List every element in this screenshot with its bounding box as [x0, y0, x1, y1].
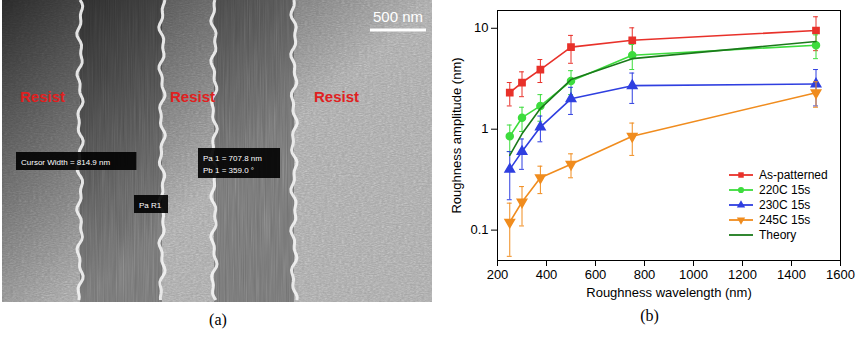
svg-text:Roughness wavelength (nm): Roughness wavelength (nm) [586, 285, 751, 300]
svg-text:800: 800 [634, 267, 656, 282]
svg-text:1200: 1200 [728, 267, 757, 282]
svg-text:1: 1 [481, 121, 488, 136]
html-text:(b): (b) [640, 307, 659, 324]
svg-text:200: 200 [487, 267, 509, 282]
html-text:230C 15s: 230C 15s [759, 197, 811, 212]
html-text:Theory: Theory [759, 227, 797, 242]
svg-text:Pb 1 = 359.0 °: Pb 1 = 359.0 ° [203, 166, 254, 175]
html-text:220C 15s: 220C 15s [759, 182, 811, 197]
svg-text:Resist: Resist [314, 88, 359, 105]
svg-text:600: 600 [585, 267, 607, 282]
svg-text:10: 10 [474, 20, 488, 35]
svg-text:Resist: Resist [170, 88, 215, 105]
svg-text:Resist: Resist [20, 88, 65, 105]
svg-text:400: 400 [536, 267, 558, 282]
html-text:(a): (a) [209, 311, 227, 328]
html-text:245C 15s: 245C 15s [759, 212, 811, 227]
svg-text:0.1: 0.1 [470, 222, 488, 237]
svg-text:Roughness amplitude (nm): Roughness amplitude (nm) [449, 57, 464, 213]
svg-text:Pa 1 = 707.8 nm: Pa 1 = 707.8 nm [203, 154, 262, 163]
svg-text:1400: 1400 [777, 267, 806, 282]
html-text:As-patterned: As-patterned [759, 167, 828, 182]
svg-text:1600: 1600 [826, 267, 855, 282]
svg-text:1000: 1000 [679, 267, 708, 282]
svg-text:Pa R1: Pa R1 [139, 201, 162, 210]
svg-text:Cursor Width = 814.9 nm: Cursor Width = 814.9 nm [21, 158, 110, 167]
svg-text:500 nm: 500 nm [373, 8, 423, 25]
